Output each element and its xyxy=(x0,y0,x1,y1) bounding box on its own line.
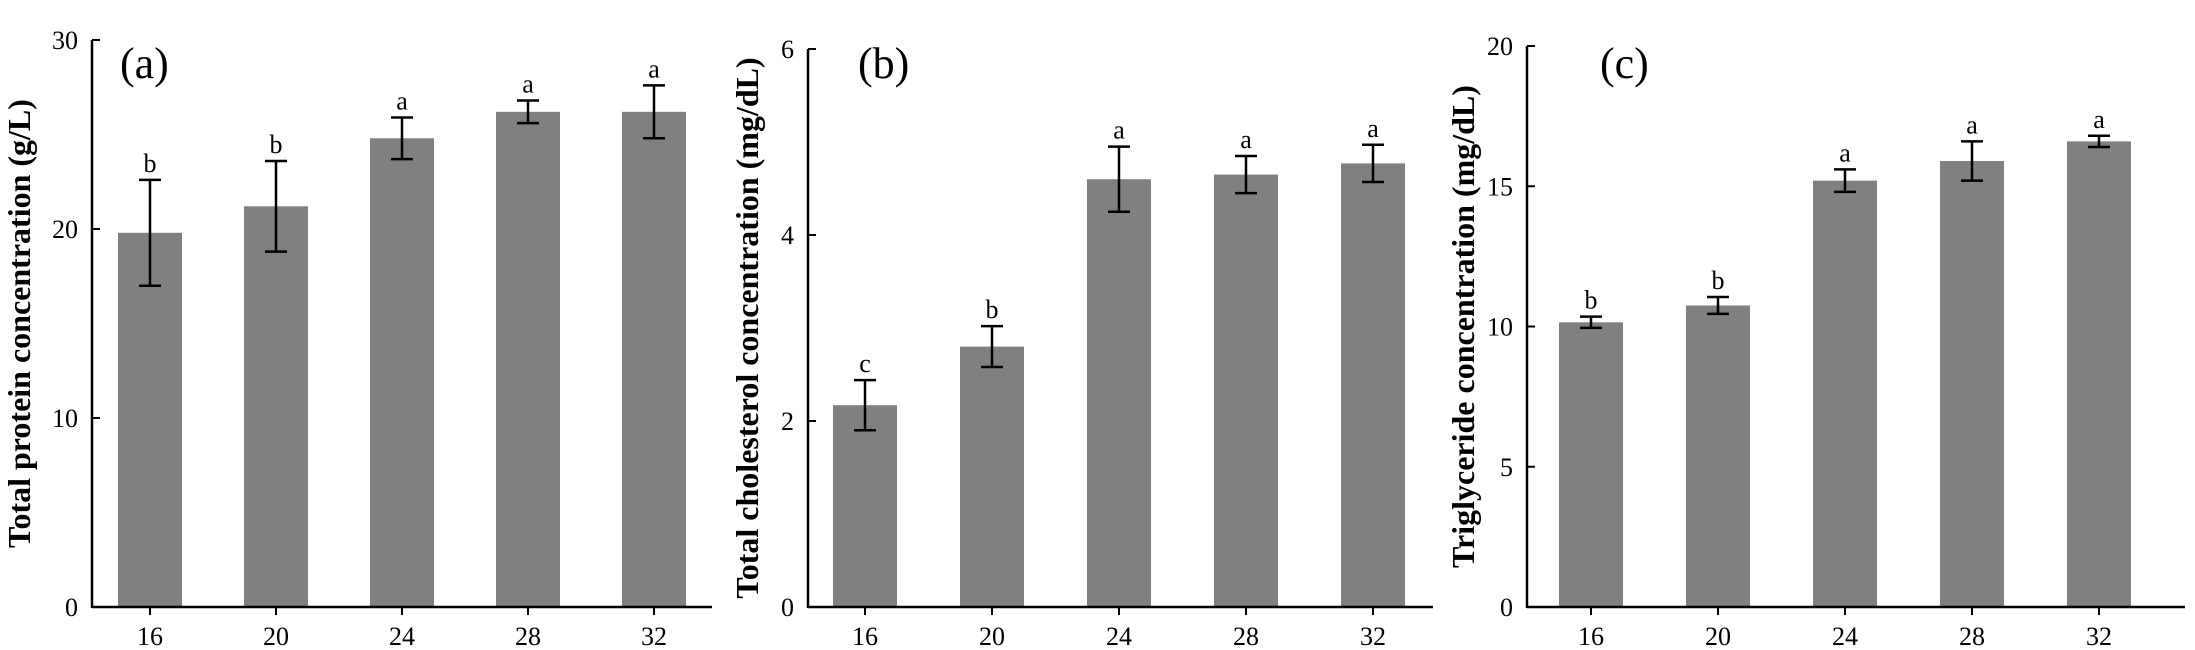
error-bar xyxy=(1580,315,1602,330)
y-tick-label: 0 xyxy=(1500,593,1513,622)
y-tick-label: 15 xyxy=(1487,172,1513,201)
y-axis-title: Triglyceride concentration (mg/dL) xyxy=(1445,85,1481,568)
bar xyxy=(622,111,686,607)
bar xyxy=(1087,179,1151,607)
bar xyxy=(1686,305,1750,607)
bar xyxy=(1559,322,1623,607)
panel-label: (a) xyxy=(120,39,169,88)
x-tick-label: 24 xyxy=(1106,622,1132,650)
y-tick-label: 30 xyxy=(52,26,78,55)
chart-panel-1: b 16 b 20 a 24 a 28 a 32 0 10 20 30 Total protein conc… xyxy=(1,26,712,650)
bar xyxy=(496,111,560,607)
error-bar xyxy=(517,99,539,125)
significance-label: a xyxy=(1839,138,1851,167)
significance-label: a xyxy=(2093,105,2105,134)
x-tick-label: 16 xyxy=(1578,622,1604,650)
bar xyxy=(244,206,308,607)
error-bar xyxy=(1961,140,1983,182)
bar xyxy=(1940,161,2004,607)
x-tick-label: 32 xyxy=(641,622,667,650)
bar xyxy=(2067,141,2131,607)
y-tick-label: 20 xyxy=(1487,32,1513,61)
significance-label: b xyxy=(270,130,283,159)
error-bar xyxy=(1707,295,1729,316)
panel-label: (b) xyxy=(858,39,909,88)
y-tick-label: 20 xyxy=(52,215,78,244)
y-axis-title: Total protein concentration (g/L) xyxy=(1,99,37,548)
bar xyxy=(833,405,897,607)
y-tick-label: 6 xyxy=(781,35,794,64)
bar xyxy=(1813,180,1877,607)
x-tick-label: 28 xyxy=(515,622,541,650)
x-tick-label: 20 xyxy=(979,622,1005,650)
bar xyxy=(960,346,1024,607)
y-tick-label: 0 xyxy=(65,593,78,622)
x-tick-label: 28 xyxy=(1959,622,1985,650)
significance-label: a xyxy=(1113,116,1125,145)
y-tick-label: 2 xyxy=(781,407,794,436)
x-tick-label: 32 xyxy=(2086,622,2112,650)
panel-label: (c) xyxy=(1600,39,1649,88)
x-tick-label: 24 xyxy=(389,622,415,650)
x-tick-label: 20 xyxy=(1705,622,1731,650)
x-tick-label: 16 xyxy=(852,622,878,650)
significance-label: b xyxy=(986,295,999,324)
significance-label: b xyxy=(1712,266,1725,295)
x-tick-label: 32 xyxy=(1360,622,1386,650)
significance-label: b xyxy=(144,149,157,178)
bar xyxy=(118,232,182,607)
y-tick-label: 4 xyxy=(781,221,794,250)
x-tick-label: 16 xyxy=(137,622,163,650)
y-tick-label: 5 xyxy=(1500,453,1513,482)
error-bar xyxy=(139,178,161,287)
error-bar xyxy=(1834,168,1856,194)
significance-label: a xyxy=(1367,114,1379,143)
y-tick-label: 10 xyxy=(52,404,78,433)
error-bar xyxy=(1362,143,1384,184)
x-tick-label: 20 xyxy=(263,622,289,650)
y-axis-title: Total cholesterol concentration (mg/dL) xyxy=(729,57,765,598)
significance-label: c xyxy=(859,349,871,378)
bar xyxy=(370,138,434,607)
significance-label: b xyxy=(1585,286,1598,315)
y-tick-label: 10 xyxy=(1487,313,1513,342)
significance-label: a xyxy=(1966,110,1978,139)
x-tick-label: 24 xyxy=(1832,622,1858,650)
x-tick-label: 28 xyxy=(1233,622,1259,650)
bar xyxy=(1214,174,1278,608)
error-bar xyxy=(391,116,413,161)
error-bar xyxy=(643,84,665,140)
error-bar xyxy=(854,378,876,432)
significance-label: a xyxy=(648,54,660,83)
error-bar xyxy=(981,324,1003,369)
significance-label: a xyxy=(396,86,408,115)
bar xyxy=(1341,163,1405,607)
significance-label: a xyxy=(522,69,534,98)
error-bar xyxy=(265,159,287,253)
error-bar xyxy=(1108,145,1130,213)
error-bar xyxy=(2088,134,2110,149)
significance-label: a xyxy=(1240,125,1252,154)
error-bar xyxy=(1235,154,1257,195)
y-tick-label: 0 xyxy=(781,593,794,622)
